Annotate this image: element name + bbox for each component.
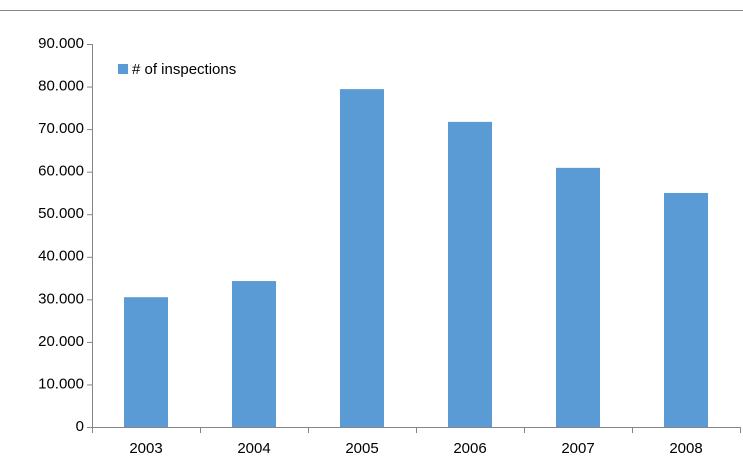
- x-tick-label: 2008: [669, 440, 702, 457]
- y-tick-label: 10.000: [38, 375, 84, 392]
- bar: [448, 121, 492, 428]
- bar: [124, 297, 168, 427]
- bar: [340, 89, 384, 427]
- y-tick-label: 50.000: [38, 205, 84, 222]
- x-tick-label: 2007: [561, 440, 594, 457]
- x-tick-label: 2004: [237, 440, 270, 457]
- x-tick-label: 2006: [453, 440, 486, 457]
- y-tick-label: 80.000: [38, 78, 84, 95]
- y-tick-label: 0: [76, 418, 84, 435]
- bar: [664, 192, 708, 427]
- legend-label: # of inspections: [132, 61, 236, 78]
- x-tick-label: 2005: [345, 440, 378, 457]
- y-tick-label: 40.000: [38, 248, 84, 265]
- bar: [556, 167, 600, 427]
- y-tick-label: 20.000: [38, 333, 84, 350]
- y-tick-label: 30.000: [38, 290, 84, 307]
- legend-swatch: [118, 64, 128, 74]
- y-tick-label: 60.000: [38, 163, 84, 180]
- bar: [232, 281, 276, 427]
- x-tick-label: 2003: [129, 440, 162, 457]
- y-tick-label: 70.000: [38, 120, 84, 137]
- y-tick-label: 90.000: [38, 35, 84, 52]
